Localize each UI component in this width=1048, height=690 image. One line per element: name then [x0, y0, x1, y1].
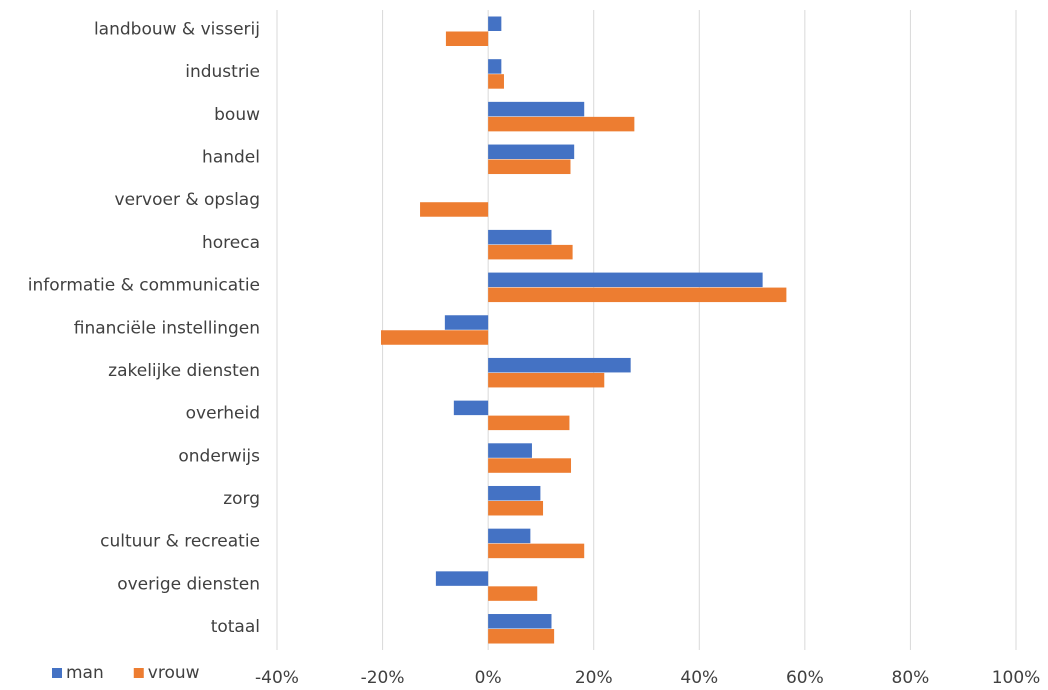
legend-swatch [133, 668, 144, 678]
legend-swatch [52, 668, 62, 678]
bar [488, 458, 572, 473]
bar [453, 400, 489, 416]
bar [488, 528, 531, 544]
bar [488, 614, 552, 629]
y-tick-label: horeca [202, 233, 260, 253]
bar [488, 229, 552, 245]
x-tick-label: 0% [475, 668, 502, 688]
y-tick-label: landbouw & visserij [94, 20, 260, 40]
bar [420, 202, 489, 217]
bar [488, 629, 555, 644]
legend-label: man [66, 663, 104, 683]
x-tick-label: 80% [892, 668, 930, 688]
bar [488, 443, 532, 458]
bar [488, 159, 571, 175]
x-tick-label: -20% [361, 668, 405, 688]
bar [488, 244, 573, 260]
x-tick-label: 60% [786, 668, 824, 688]
y-tick-label: overige diensten [117, 574, 260, 594]
bar [488, 543, 585, 559]
bar [488, 586, 538, 601]
x-tick-label: 20% [575, 668, 613, 688]
bar [444, 315, 489, 330]
bar [488, 372, 605, 388]
bar [488, 485, 541, 501]
bar [488, 415, 570, 431]
y-tick-label: handel [202, 148, 260, 168]
y-tick-label: vervoer & opslag [115, 190, 260, 210]
bar [488, 272, 763, 288]
bar [488, 500, 544, 516]
bar [488, 116, 635, 132]
y-tick-label: cultuur & recreatie [100, 532, 260, 552]
y-tick-label: zakelijke diensten [108, 361, 260, 381]
y-tick-label: onderwijs [178, 446, 260, 466]
x-tick-label: 40% [680, 668, 718, 688]
bar [488, 59, 502, 74]
legend-label: vrouw [148, 663, 200, 683]
bar [488, 101, 585, 117]
y-tick-label: informatie & communicatie [28, 276, 260, 296]
bar [380, 330, 489, 345]
y-tick-label: bouw [214, 105, 260, 125]
bar [488, 74, 504, 89]
y-tick-label: industrie [185, 62, 260, 82]
bar [488, 144, 575, 160]
y-tick-label: financiële instellingen [74, 318, 260, 338]
bar [445, 31, 489, 46]
bar [488, 16, 502, 31]
bar [488, 287, 787, 303]
bar [488, 357, 631, 373]
y-tick-label: totaal [211, 617, 260, 637]
y-tick-label: overheid [186, 404, 260, 424]
bar [435, 571, 489, 586]
x-tick-label: 100% [992, 668, 1041, 688]
y-tick-label: zorg [223, 489, 260, 509]
x-tick-label: -40% [255, 668, 299, 688]
